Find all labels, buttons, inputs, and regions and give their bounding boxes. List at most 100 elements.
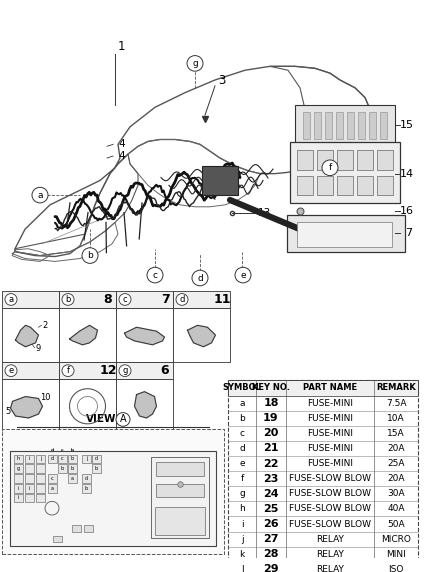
Text: MICRO: MICRO	[381, 535, 411, 543]
Bar	[297, 150, 313, 170]
Circle shape	[5, 293, 17, 305]
Text: b: b	[71, 466, 74, 471]
Bar	[59, 362, 116, 379]
Text: a: a	[71, 476, 74, 481]
Text: 10A: 10A	[387, 414, 405, 423]
Bar	[58, 464, 67, 473]
Text: b: b	[71, 448, 74, 452]
Text: d: d	[85, 476, 88, 481]
Bar	[25, 494, 34, 502]
Text: d: d	[239, 444, 245, 453]
Bar	[59, 308, 116, 362]
Bar	[36, 484, 45, 492]
Text: 20: 20	[264, 428, 279, 438]
Text: b: b	[61, 455, 64, 459]
Text: FUSE-SLOW BLOW: FUSE-SLOW BLOW	[289, 474, 371, 483]
Bar	[2, 429, 224, 554]
Text: h: h	[239, 505, 245, 514]
Text: c: c	[123, 295, 127, 304]
Text: c: c	[51, 455, 54, 459]
Text: 25: 25	[264, 504, 279, 514]
Text: FUSE-MINI: FUSE-MINI	[307, 459, 353, 468]
Circle shape	[322, 160, 338, 176]
Text: 30A: 30A	[387, 489, 405, 498]
Bar	[357, 176, 373, 195]
Bar	[10, 451, 216, 546]
Bar	[297, 176, 313, 195]
Circle shape	[116, 412, 130, 426]
Text: d: d	[51, 448, 54, 452]
Text: h: h	[17, 456, 20, 462]
Text: f: f	[66, 366, 69, 375]
Bar	[53, 535, 62, 542]
Bar	[369, 112, 376, 140]
Text: 12: 12	[99, 364, 117, 377]
Text: 18: 18	[263, 398, 279, 408]
Bar	[297, 223, 392, 247]
Circle shape	[187, 55, 203, 71]
Bar	[2, 379, 59, 433]
Bar	[92, 464, 101, 473]
Text: 22: 22	[263, 459, 279, 468]
Text: 21: 21	[263, 443, 279, 454]
Text: 2: 2	[42, 321, 48, 330]
Bar	[156, 484, 204, 498]
Bar	[84, 525, 93, 531]
Circle shape	[176, 293, 188, 305]
Text: 7: 7	[161, 293, 170, 306]
Text: a: a	[8, 295, 14, 304]
Text: A: A	[120, 415, 126, 424]
Bar	[72, 525, 81, 531]
Text: 7.5A: 7.5A	[386, 399, 406, 408]
Bar	[36, 455, 45, 463]
Text: b: b	[239, 414, 245, 423]
Bar	[336, 112, 343, 140]
Text: j: j	[241, 535, 243, 543]
Polygon shape	[10, 396, 42, 418]
Bar	[377, 150, 393, 170]
Text: g: g	[192, 59, 198, 68]
Text: c: c	[61, 449, 64, 454]
Text: 25A: 25A	[387, 459, 405, 468]
Text: FUSE-SLOW BLOW: FUSE-SLOW BLOW	[289, 505, 371, 514]
Text: b: b	[85, 486, 88, 491]
Bar	[295, 105, 395, 144]
Bar	[2, 291, 59, 308]
Text: d: d	[51, 456, 54, 462]
Bar	[151, 456, 209, 538]
Bar	[228, 380, 418, 396]
Text: 3: 3	[218, 74, 225, 88]
Bar	[116, 308, 173, 362]
Text: i: i	[18, 486, 19, 491]
Text: b: b	[87, 251, 93, 260]
Text: j: j	[40, 456, 41, 462]
Text: 10: 10	[41, 393, 51, 402]
Text: 29: 29	[263, 565, 279, 572]
Text: b: b	[71, 449, 74, 454]
Bar	[2, 308, 59, 362]
Bar	[14, 474, 23, 483]
Text: 11: 11	[213, 293, 231, 306]
Text: 5: 5	[6, 407, 11, 416]
Bar	[116, 379, 173, 433]
Bar	[82, 455, 91, 463]
Bar	[14, 484, 23, 492]
Text: b: b	[71, 456, 74, 462]
Bar	[68, 474, 77, 483]
Bar	[287, 214, 405, 252]
Bar	[36, 464, 45, 473]
Bar	[59, 379, 116, 433]
Text: c: c	[64, 466, 66, 471]
Text: f: f	[240, 474, 243, 483]
Bar	[25, 484, 34, 492]
Text: f: f	[64, 456, 66, 462]
Text: 20A: 20A	[387, 444, 405, 453]
Bar	[317, 176, 333, 195]
Polygon shape	[135, 392, 156, 418]
Bar	[317, 150, 333, 170]
Text: b: b	[95, 466, 98, 471]
Bar	[14, 464, 23, 473]
Circle shape	[62, 293, 74, 305]
Circle shape	[119, 365, 131, 376]
Polygon shape	[187, 325, 215, 347]
